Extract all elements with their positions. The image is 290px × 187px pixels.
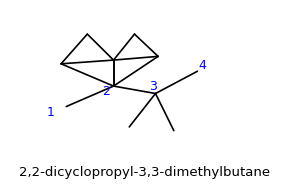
Text: 2: 2	[102, 85, 110, 98]
Text: 1: 1	[47, 105, 55, 119]
Text: 4: 4	[199, 59, 207, 72]
Text: 3: 3	[149, 80, 157, 93]
Text: 2,2-dicyclopropyl-3,3-dimethylbutane: 2,2-dicyclopropyl-3,3-dimethylbutane	[19, 166, 271, 179]
